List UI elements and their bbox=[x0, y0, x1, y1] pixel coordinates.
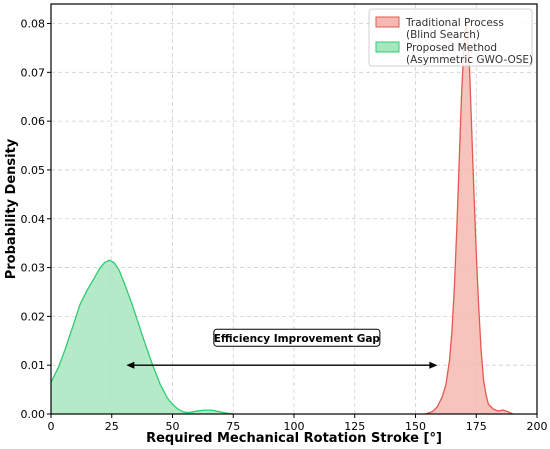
y-tick-label: 0.04 bbox=[21, 213, 46, 226]
x-tick-label: 175 bbox=[466, 420, 487, 433]
x-tick-label: 200 bbox=[527, 420, 548, 433]
legend-label-0: Traditional Process bbox=[405, 17, 504, 29]
y-tick-label: 0.06 bbox=[21, 115, 46, 128]
y-tick-label: 0.03 bbox=[21, 262, 46, 275]
x-tick-label: 25 bbox=[105, 420, 119, 433]
x-tick-label: 75 bbox=[226, 420, 240, 433]
legend-box bbox=[368, 8, 533, 67]
y-tick-label: 0.01 bbox=[21, 359, 46, 372]
legend-label-1: Proposed Method bbox=[406, 42, 497, 54]
legend-label-1: (Asymmetric GWO-OSE) bbox=[406, 54, 533, 66]
x-tick-label: 0 bbox=[48, 420, 55, 433]
y-tick-label: 0.07 bbox=[21, 66, 46, 79]
y-axis-ticks: 0.00 0.01 0.02 0.03 0.04 0.05 0.06 0.07 0.08 bbox=[21, 18, 51, 421]
y-tick-label: 0.08 bbox=[21, 18, 46, 31]
annotation-box bbox=[213, 328, 381, 347]
gap-annotation: Efficiency Improvement Gap bbox=[126, 328, 438, 369]
x-tick-label: 125 bbox=[344, 420, 365, 433]
y-axis-label: Probability Density bbox=[4, 138, 19, 279]
legend: Traditional Process(Blind Search)Propose… bbox=[368, 8, 533, 67]
density-area-1 bbox=[51, 260, 234, 414]
x-tick-label: 100 bbox=[284, 420, 305, 433]
y-tick-label: 0.02 bbox=[21, 310, 46, 323]
x-axis-label: Required Mechanical Rotation Stroke [°] bbox=[146, 431, 442, 446]
legend-swatch-1 bbox=[375, 41, 400, 53]
density-area-0 bbox=[425, 23, 513, 415]
legend-swatch-0 bbox=[375, 16, 400, 28]
gap-arrow-right-head bbox=[429, 361, 438, 369]
annotation-text: Efficiency Improvement Gap bbox=[214, 333, 381, 345]
x-tick-label: 50 bbox=[166, 420, 180, 433]
density-line-1 bbox=[50, 259, 234, 415]
x-axis-ticks: 0 25 50 75 100 125 150 175 200 bbox=[48, 414, 548, 433]
y-tick-label: 0.00 bbox=[21, 408, 46, 421]
legend-label-0: (Blind Search) bbox=[406, 29, 480, 41]
gap-arrow-left-head bbox=[126, 361, 135, 369]
x-tick-label: 150 bbox=[405, 420, 426, 433]
y-tick-label: 0.05 bbox=[21, 164, 46, 177]
